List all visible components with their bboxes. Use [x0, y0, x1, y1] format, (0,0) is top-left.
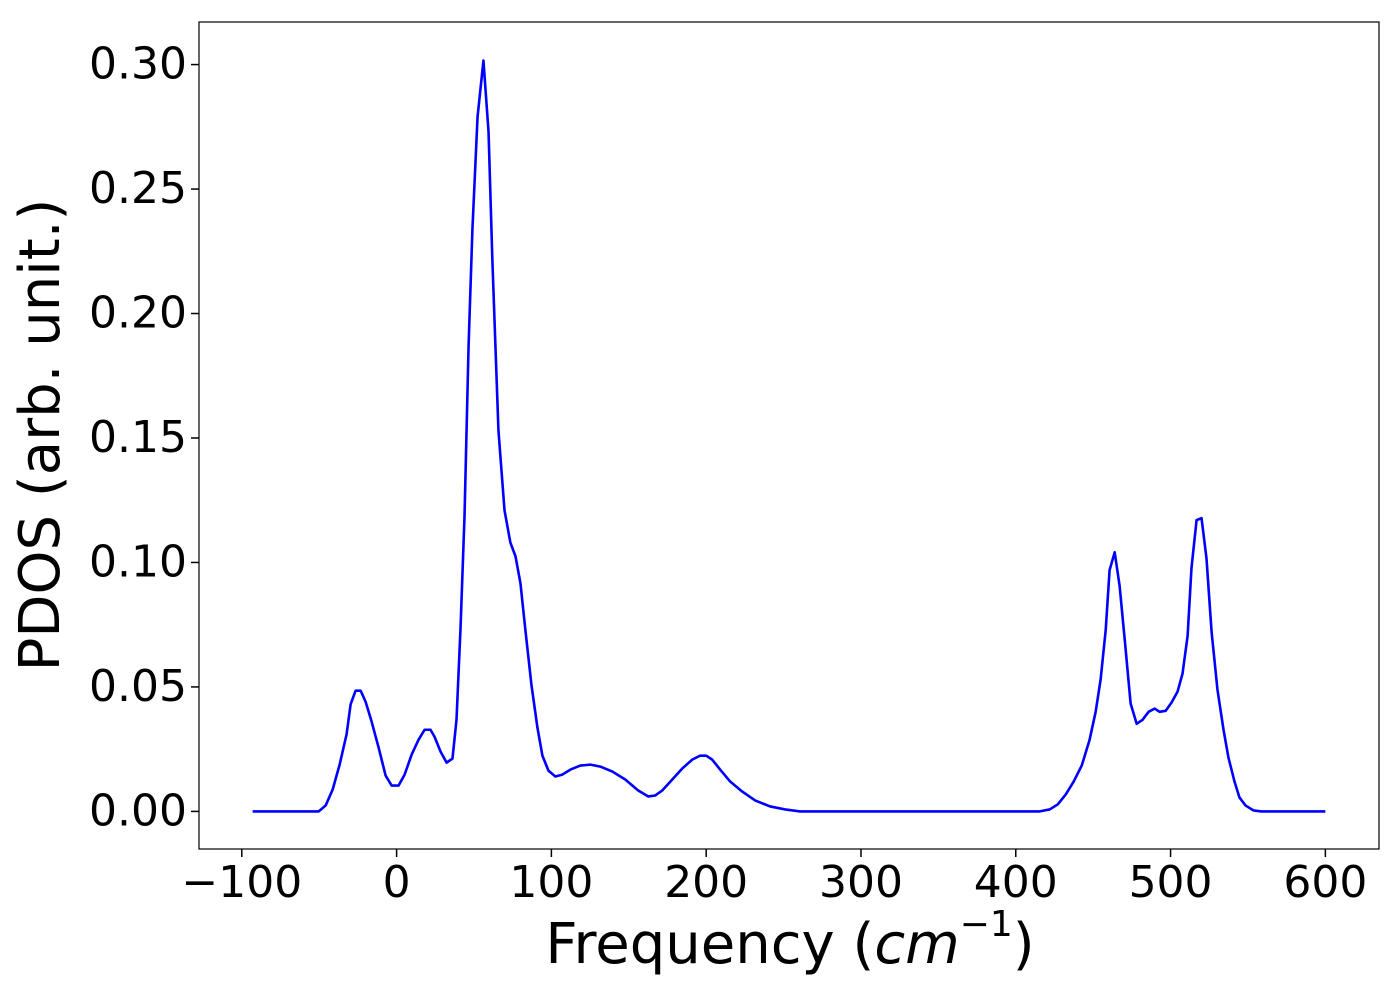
- x-tick-label: 400: [974, 857, 1058, 908]
- x-label-close: ): [1013, 912, 1035, 977]
- x-tick-label: −100: [181, 857, 302, 908]
- x-axis-label: Frequency (cm−1): [545, 904, 1034, 977]
- y-tick-label: 0.00: [89, 785, 187, 836]
- x-tick-label: 600: [1283, 857, 1367, 908]
- x-label-exponent: −1: [960, 904, 1013, 945]
- data-line: [252, 59, 1326, 813]
- y-tick-label: 0.15: [89, 412, 187, 463]
- y-tick-label: 0.20: [89, 288, 187, 339]
- x-tick-label: 200: [664, 857, 748, 908]
- x-tick-label: 300: [819, 857, 903, 908]
- y-tick-label: 0.25: [89, 163, 187, 214]
- x-tick-label: 500: [1129, 857, 1213, 908]
- y-tick-label: 0.05: [89, 661, 187, 712]
- plot-frame: [198, 21, 1380, 850]
- y-axis-label: PDOS (arb. unit.): [8, 199, 73, 672]
- y-tick-label: 0.10: [89, 536, 187, 587]
- x-label-text: Frequency (: [545, 912, 874, 977]
- y-tick-label: 0.30: [89, 39, 187, 90]
- x-label-unit: cm: [874, 912, 959, 977]
- x-tick-label: 100: [509, 857, 593, 908]
- x-tick-label: 0: [383, 857, 411, 908]
